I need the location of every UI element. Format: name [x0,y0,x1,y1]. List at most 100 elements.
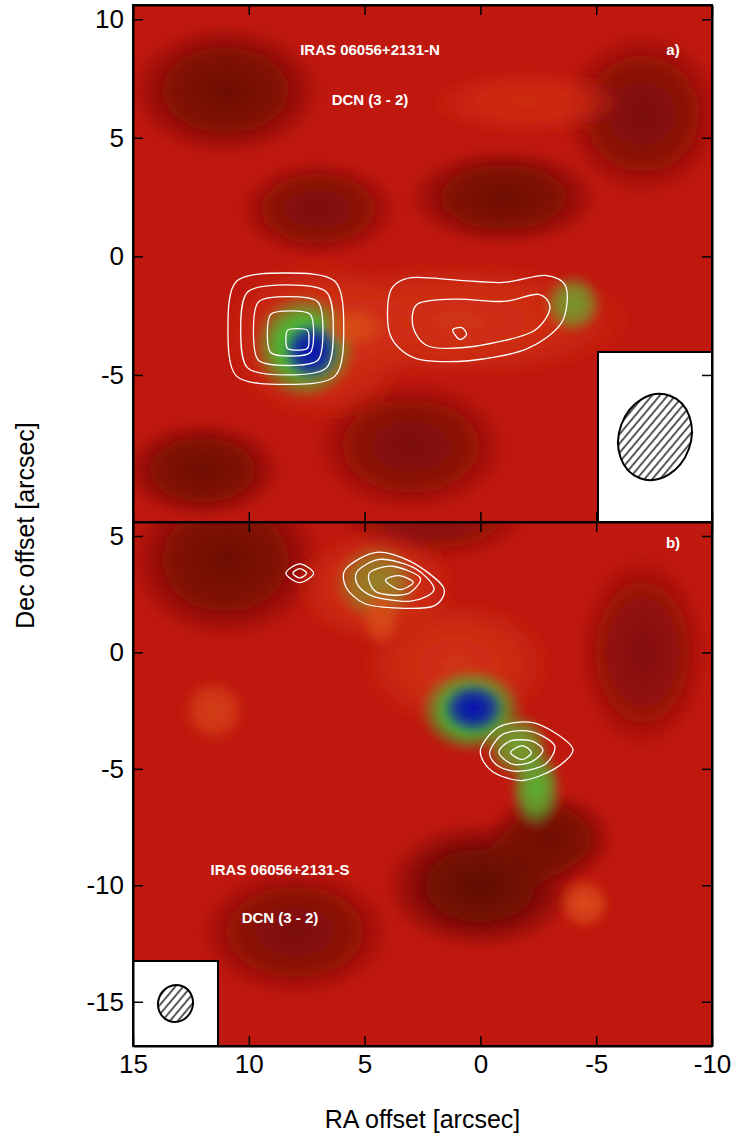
tick-label: -10 [86,870,124,900]
tick-mark [133,885,143,887]
emission-blob [182,678,247,743]
emission-blob [133,24,323,157]
y-axis: 50-5-10-15 [86,521,143,1047]
beam [606,383,703,490]
tick-mark [249,5,251,15]
tick-mark [480,512,482,522]
beam-box [598,352,712,522]
contour [267,311,313,356]
y-axis-title: Dec offset [arcsec] [11,422,39,629]
tick [702,375,712,376]
tick-mark [133,536,143,538]
contour [253,297,322,366]
panel-subtitle: DCN (3 - 2) [332,91,409,108]
tick-label: 5 [110,123,124,153]
emission-blob [406,147,601,247]
tick-mark [702,885,712,887]
contour [355,559,434,601]
panel-label: a) [666,41,679,58]
tick-mark [596,512,598,522]
x-axis [134,512,713,523]
plot-area [133,5,712,522]
tick-mark [596,1036,598,1046]
tick [702,652,712,653]
contour [241,285,334,375]
beam [153,980,198,1027]
contour [499,740,543,765]
tick-label: 15 [119,1049,148,1079]
tick [702,19,712,20]
emission-blob [133,522,323,641]
tick-mark [480,522,482,532]
x-axis-top [134,522,713,532]
emission-blob [510,745,562,830]
tick-mark [364,522,366,532]
contours [286,552,573,780]
tick-mark [249,1036,251,1046]
tick-label: -5 [101,360,124,390]
emission-blob [361,588,400,647]
tick-mark [702,138,712,140]
tick: 0 [110,241,143,271]
emission-blob [429,69,624,135]
emission-blob [559,878,611,930]
contour [511,746,532,760]
tick: -5 [585,1036,608,1079]
tick [249,522,250,532]
panel-label: b) [666,534,680,551]
tick [702,138,712,139]
tick-mark [364,1036,366,1046]
tick [365,5,366,15]
contour [385,576,413,590]
tick-label: -10 [694,1049,732,1079]
y-axis-right [702,6,713,523]
x-axis: 151050-5-10 [119,1036,731,1079]
emission-blob [221,256,416,422]
tick-mark [364,512,366,522]
tick [702,1002,712,1003]
tick-label: 0 [110,241,124,271]
tick-mark [596,522,598,532]
tick-mark [702,19,712,21]
tick-label: 5 [110,521,124,551]
x-axis-top [134,5,713,15]
tick-mark [133,138,143,140]
contour [228,273,344,384]
tick-label: -15 [86,987,124,1017]
tick-mark [249,512,251,522]
contour [490,731,555,771]
emission-blob [578,555,708,751]
emission-blob [441,682,506,734]
contour [412,294,550,348]
contour [343,552,444,608]
emission-blob [295,529,457,646]
tick [702,536,712,537]
tick [480,522,481,532]
beam-frame [598,352,712,522]
panel: IRAS 06056+2131-NDCN (3 - 2)a)1050-5 [95,4,724,522]
tick-mark [133,652,143,654]
tick-mark [702,375,712,377]
tick: 5 [358,1036,372,1079]
tick: 10 [235,1036,264,1079]
contour [387,275,567,361]
tick [480,5,481,15]
tick [480,512,481,522]
y-axis: 10 5 0 -5 [95,4,143,522]
tick-mark [249,522,251,532]
image [133,522,707,997]
tick [365,522,366,532]
tick-mark [133,375,143,377]
panel: IRAS 06056+2131-SDCN (3 - 2)b)151050-5-1… [86,464,731,1080]
tick [365,512,366,522]
tick: 10 [95,4,143,34]
plot-frame [133,5,712,522]
contour [286,329,309,350]
tick: -5 [101,754,143,784]
tick [702,885,712,886]
contour [368,566,420,595]
contour [480,722,573,781]
tick-mark [702,769,712,771]
tick [596,522,597,532]
tick-mark [596,5,598,15]
